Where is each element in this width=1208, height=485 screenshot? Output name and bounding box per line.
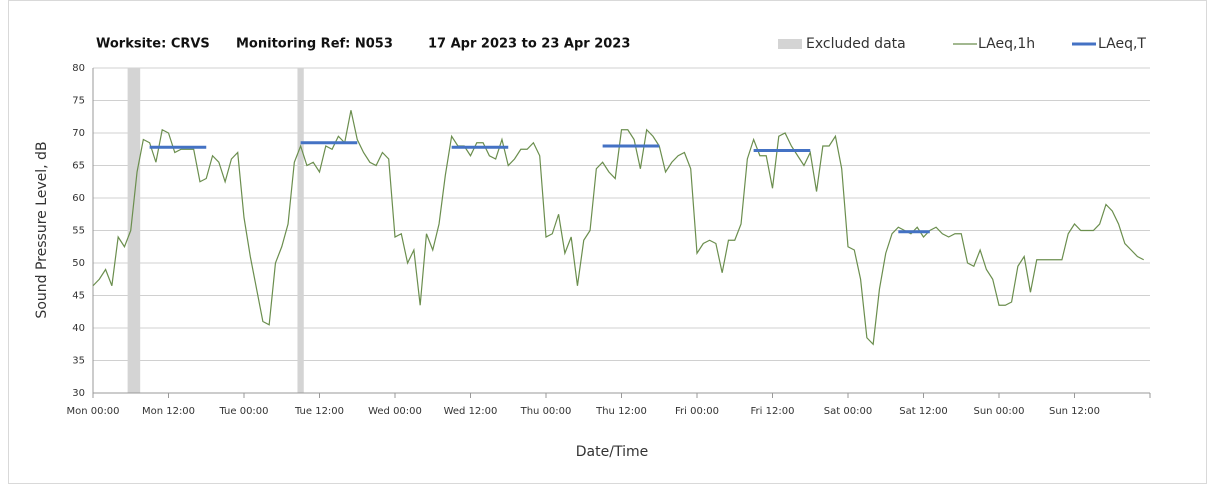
y-tick-label: 30 bbox=[72, 388, 85, 399]
x-tick-label: Wed 12:00 bbox=[444, 406, 498, 417]
title-worksite: Worksite: CRVS bbox=[96, 37, 210, 52]
legend-label: Excluded data bbox=[806, 36, 906, 52]
y-tick-label: 50 bbox=[72, 258, 85, 269]
x-tick-label: Mon 00:00 bbox=[66, 406, 119, 417]
series-line bbox=[92, 110, 1144, 346]
legend-label: LAeq,T bbox=[1098, 36, 1146, 52]
x-tick-label: Fri 00:00 bbox=[675, 406, 719, 417]
legend-label: LAeq,1h bbox=[978, 36, 1035, 52]
x-tick-label: Sat 00:00 bbox=[824, 406, 872, 417]
y-axis-label: Sound Pressure Level, dB bbox=[34, 141, 50, 318]
y-tick-label: 35 bbox=[72, 356, 85, 367]
x-tick-label: Sun 00:00 bbox=[973, 406, 1024, 417]
excluded-band bbox=[127, 68, 141, 393]
y-tick-label: 55 bbox=[72, 226, 85, 237]
x-tick-label: Tue 12:00 bbox=[294, 406, 344, 417]
x-tick-label: Mon 12:00 bbox=[142, 406, 195, 417]
title-ref: Monitoring Ref: N053 bbox=[236, 37, 393, 52]
y-tick-label: 60 bbox=[72, 193, 85, 204]
x-tick-label: Thu 00:00 bbox=[520, 406, 572, 417]
y-tick-label: 80 bbox=[72, 63, 85, 74]
title-dates: 17 Apr 2023 to 23 Apr 2023 bbox=[428, 37, 630, 52]
legend-swatch bbox=[778, 39, 802, 49]
x-tick-label: Tue 00:00 bbox=[218, 406, 268, 417]
y-tick-label: 70 bbox=[72, 128, 85, 139]
y-tick-label: 45 bbox=[72, 291, 85, 302]
x-axis-label: Date/Time bbox=[576, 444, 648, 460]
x-tick-label: Thu 12:00 bbox=[595, 406, 647, 417]
x-tick-label: Sun 12:00 bbox=[1049, 406, 1100, 417]
x-tick-label: Fri 12:00 bbox=[751, 406, 795, 417]
frame bbox=[8, 0, 1207, 484]
y-tick-label: 65 bbox=[72, 161, 85, 172]
y-tick-label: 75 bbox=[72, 96, 85, 107]
x-tick-label: Wed 00:00 bbox=[368, 406, 422, 417]
x-tick-label: Sat 12:00 bbox=[899, 406, 947, 417]
y-tick-label: 40 bbox=[72, 323, 85, 334]
excluded-band bbox=[297, 68, 304, 393]
